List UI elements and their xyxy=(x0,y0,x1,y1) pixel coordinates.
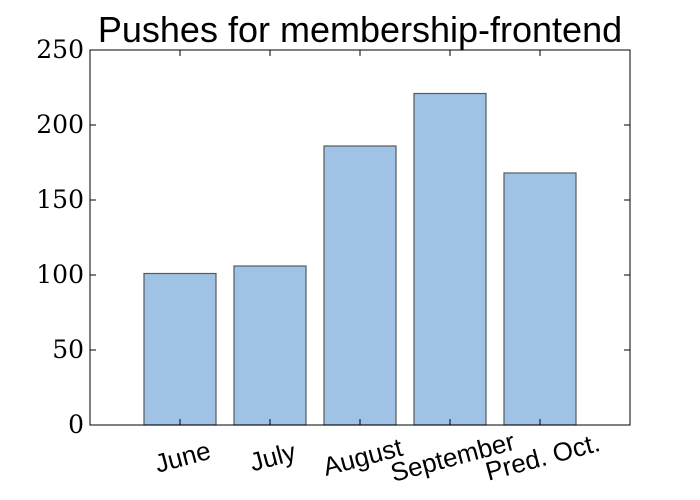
bar-september xyxy=(413,92,487,426)
bar-june xyxy=(143,272,217,426)
bars-layer xyxy=(143,92,577,426)
y-tick-label: 0 xyxy=(68,410,84,439)
bar-pred-oct xyxy=(503,172,577,426)
x-tick-label: July xyxy=(246,436,298,477)
chart-title: Pushes for membership-frontend xyxy=(97,9,623,50)
y-ticks-layer: 0 50 100 150 200 250 xyxy=(36,35,630,439)
x-tick-label: June xyxy=(152,435,214,479)
y-tick-label: 250 xyxy=(36,35,84,64)
bar-august xyxy=(323,145,397,426)
y-tick-label: 100 xyxy=(36,260,84,289)
y-tick-label: 50 xyxy=(52,335,84,364)
bar-july xyxy=(233,265,307,426)
y-tick-label: 200 xyxy=(36,110,84,139)
y-tick-label: 150 xyxy=(36,185,84,214)
